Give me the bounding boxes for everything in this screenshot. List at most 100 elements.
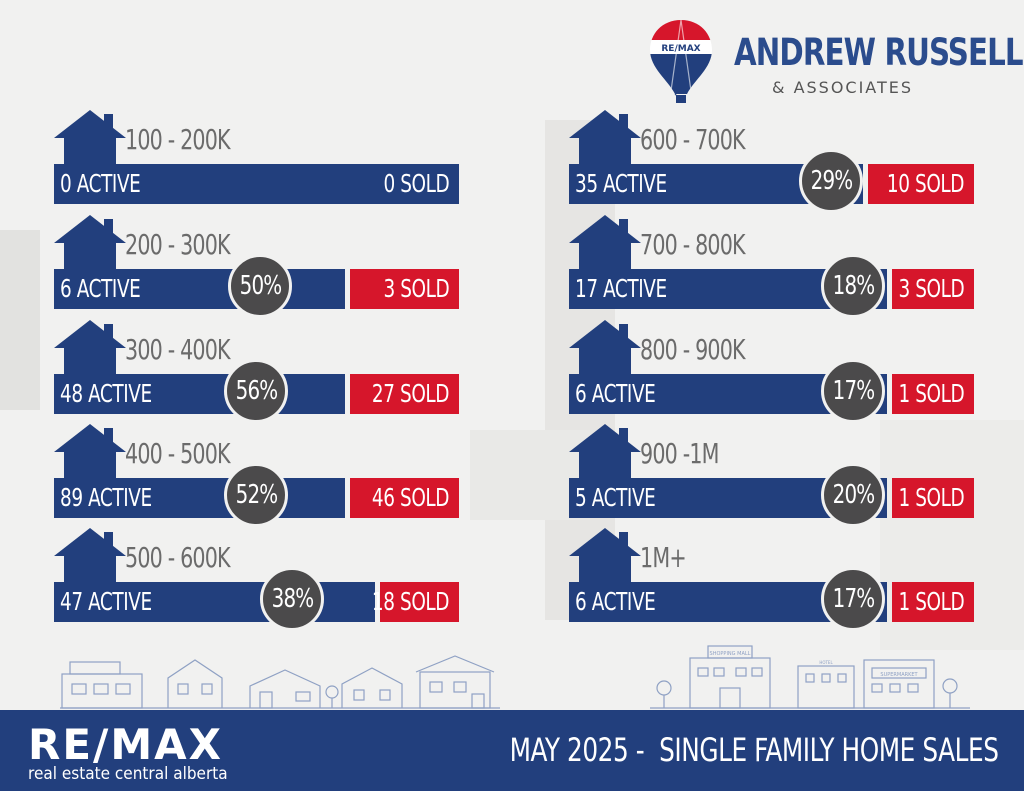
sell-through-badge: 56% xyxy=(224,359,288,423)
price-range-label: 1M+ xyxy=(640,541,687,574)
price-range-label: 600 - 700K xyxy=(640,123,746,156)
sold-segment xyxy=(350,269,459,309)
sell-through-badge: 38% xyxy=(260,567,324,631)
price-tier-card: 500 - 600K 47 ACTIVE 18 SOLD 38% xyxy=(54,528,459,631)
sell-through-badge: 52% xyxy=(224,463,288,527)
active-count: 6 ACTIVE xyxy=(60,274,141,303)
active-count: 0 ACTIVE xyxy=(60,169,141,198)
house-icon xyxy=(569,215,641,275)
tier-bar: 47 ACTIVE 18 SOLD 38% xyxy=(54,567,459,631)
price-tier-card: 800 - 900K 6 ACTIVE 1 SOLD 17% xyxy=(569,320,974,423)
residential-skyline-illustration xyxy=(60,655,500,709)
sell-through-rate: 17% xyxy=(832,376,875,406)
sell-through-rate: 20% xyxy=(832,480,875,510)
price-range-label: 900 -1M xyxy=(640,437,719,470)
sell-through-rate: 52% xyxy=(235,480,278,510)
tier-bar: 5 ACTIVE 1 SOLD 20% xyxy=(569,463,974,527)
tier-bar: 6 ACTIVE 1 SOLD 17% xyxy=(569,567,974,631)
house-icon xyxy=(569,528,641,588)
active-count: 48 ACTIVE xyxy=(60,379,152,408)
active-segment xyxy=(54,164,459,204)
active-count: 47 ACTIVE xyxy=(60,587,152,616)
sold-count: 0 SOLD xyxy=(383,169,449,198)
footer-banner: RE/MAX real estate central alberta MAY 2… xyxy=(0,710,1024,791)
active-count: 17 ACTIVE xyxy=(575,274,667,303)
house-icon xyxy=(569,110,641,170)
price-range-label: 400 - 500K xyxy=(125,437,231,470)
sold-segment xyxy=(868,164,974,204)
active-count: 6 ACTIVE xyxy=(575,587,656,616)
price-range-label: 200 - 300K xyxy=(125,228,231,261)
active-count: 89 ACTIVE xyxy=(60,483,152,512)
sold-segment xyxy=(380,582,459,622)
tier-bar: 17 ACTIVE 3 SOLD 18% xyxy=(569,254,974,318)
tier-bar: 6 ACTIVE 3 SOLD 50% xyxy=(54,254,459,318)
house-icon xyxy=(569,424,641,484)
sold-segment xyxy=(892,478,974,518)
commercial-skyline-illustration: SHOPPING MALL HOTEL SUPERMARKET xyxy=(650,645,970,709)
tier-bar: 48 ACTIVE 27 SOLD 56% xyxy=(54,359,459,423)
price-tier-card: 100 - 200K 0 ACTIVE 0 SOLD xyxy=(54,110,459,210)
sold-count: 10 SOLD xyxy=(886,169,965,198)
sell-through-badge: 29% xyxy=(799,149,863,213)
footer-tagline: real estate central alberta xyxy=(28,764,228,784)
price-range-label: 300 - 400K xyxy=(125,333,231,366)
report-title: MAY 2025 - SINGLE FAMILY HOME SALES xyxy=(509,731,998,769)
team-subtitle: & ASSOCIATES xyxy=(772,78,914,97)
price-range-label: 800 - 900K xyxy=(640,333,746,366)
remax-balloon-logo: RE/MAX xyxy=(650,20,712,103)
tier-bar: 0 ACTIVE 0 SOLD xyxy=(54,164,459,204)
active-segment xyxy=(54,269,345,309)
active-count: 35 ACTIVE xyxy=(575,169,667,198)
sell-through-rate: 56% xyxy=(235,376,278,406)
price-tier-card: 300 - 400K 48 ACTIVE 27 SOLD 56% xyxy=(54,320,459,423)
team-name: ANDREW RUSSELL xyxy=(734,31,1024,74)
sold-segment xyxy=(892,269,974,309)
price-tier-card: 900 -1M 5 ACTIVE 1 SOLD 20% xyxy=(569,424,974,527)
price-range-label: 700 - 800K xyxy=(640,228,746,261)
active-segment xyxy=(54,374,345,414)
sell-through-rate: 17% xyxy=(832,584,875,614)
tier-bar: 89 ACTIVE 46 SOLD 52% xyxy=(54,463,459,527)
active-count: 5 ACTIVE xyxy=(575,483,656,512)
sell-through-rate: 38% xyxy=(271,584,314,614)
house-icon xyxy=(54,110,126,170)
mall-sign: SHOPPING MALL xyxy=(710,651,751,657)
tier-bar: 35 ACTIVE 10 SOLD 29% xyxy=(569,149,974,213)
price-tier-card: 1M+ 6 ACTIVE 1 SOLD 17% xyxy=(569,528,974,631)
sell-through-rate: 50% xyxy=(239,271,282,301)
sold-count: 3 SOLD xyxy=(383,274,449,303)
sell-through-badge: 50% xyxy=(228,254,292,318)
remax-wordmark-logo: RE/MAX xyxy=(28,720,224,769)
house-icon xyxy=(54,424,126,484)
price-range-label: 100 - 200K xyxy=(125,123,231,156)
sold-count: 1 SOLD xyxy=(898,587,964,616)
hotel-sign: HOTEL xyxy=(819,660,833,665)
sold-segment xyxy=(892,582,974,622)
sold-count: 18 SOLD xyxy=(371,587,450,616)
price-range-label: 500 - 600K xyxy=(125,541,231,574)
price-tier-card: 200 - 300K 6 ACTIVE 3 SOLD 50% xyxy=(54,215,459,318)
tier-bar: 6 ACTIVE 1 SOLD 17% xyxy=(569,359,974,423)
house-icon xyxy=(54,528,126,588)
sold-segment xyxy=(892,374,974,414)
sell-through-badge: 17% xyxy=(821,359,885,423)
active-segment xyxy=(54,478,345,518)
sell-through-badge: 17% xyxy=(821,567,885,631)
sold-count: 3 SOLD xyxy=(898,274,964,303)
price-tier-card: 600 - 700K 35 ACTIVE 10 SOLD 29% xyxy=(569,110,974,213)
supermarket-sign: SUPERMARKET xyxy=(880,672,918,678)
active-count: 6 ACTIVE xyxy=(575,379,656,408)
sold-count: 1 SOLD xyxy=(898,379,964,408)
sold-segment xyxy=(350,374,459,414)
sell-through-badge: 18% xyxy=(821,254,885,318)
sold-count: 27 SOLD xyxy=(371,379,450,408)
balloon-label: RE/MAX xyxy=(661,44,700,54)
price-tier-card: 400 - 500K 89 ACTIVE 46 SOLD 52% xyxy=(54,424,459,527)
house-icon xyxy=(54,215,126,275)
sold-count: 46 SOLD xyxy=(371,483,450,512)
sell-through-rate: 18% xyxy=(832,271,875,301)
sold-count: 1 SOLD xyxy=(898,483,964,512)
sold-segment xyxy=(350,478,459,518)
price-tier-card: 700 - 800K 17 ACTIVE 3 SOLD 18% xyxy=(569,215,974,318)
